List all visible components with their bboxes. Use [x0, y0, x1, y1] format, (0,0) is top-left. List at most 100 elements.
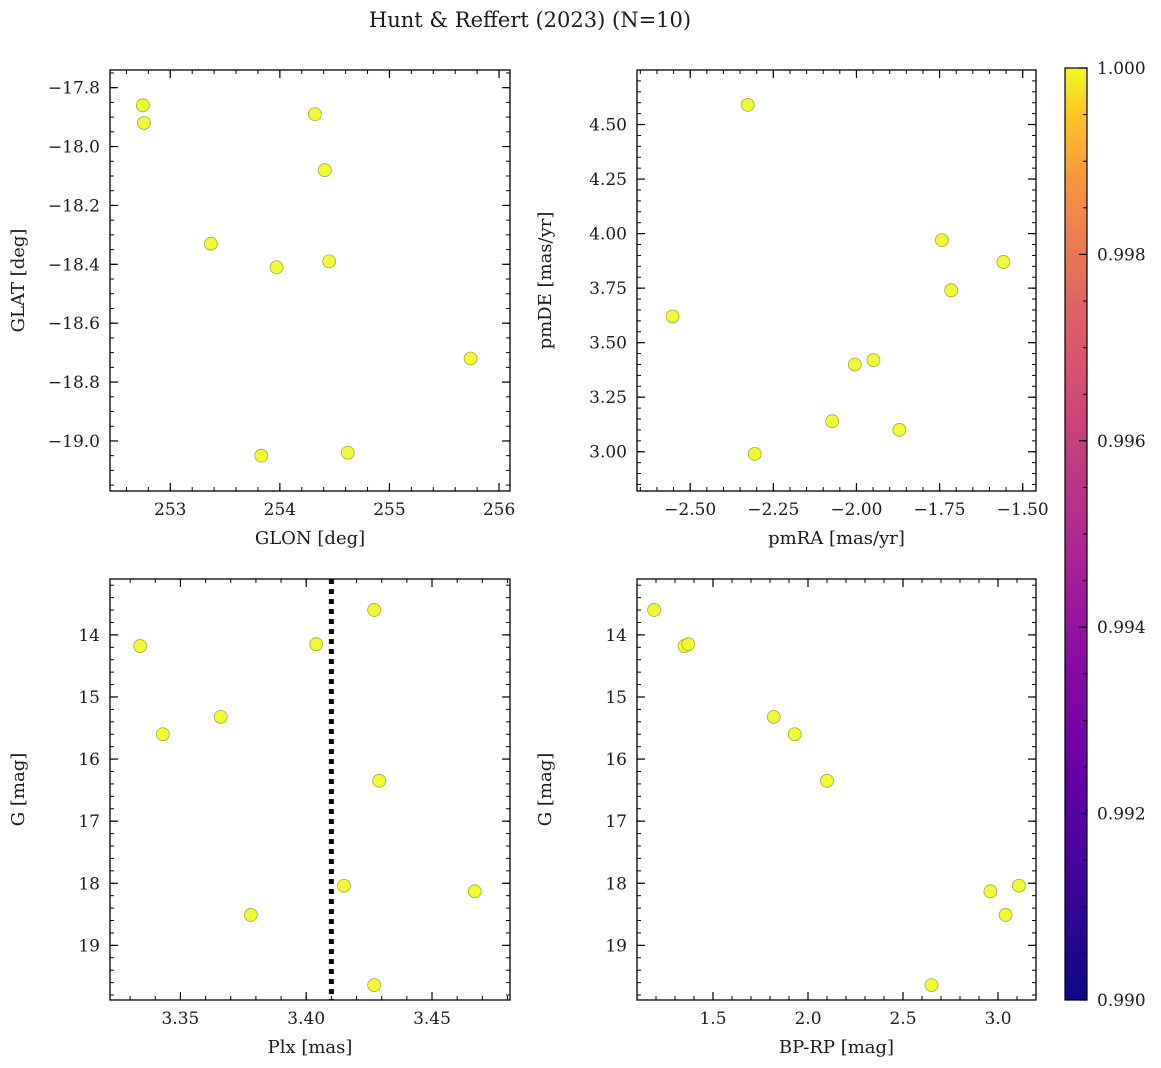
y-tick-label: −18.4 — [48, 255, 100, 275]
y-tick-label: 15 — [78, 688, 100, 708]
data-point — [1012, 878, 1026, 893]
y-tick-label: 14 — [78, 626, 100, 646]
x-axis-label: BP-RP [mag] — [779, 1037, 894, 1058]
data-point — [308, 107, 322, 122]
data-point — [825, 414, 840, 429]
y-axis-label: G [mag] — [535, 753, 556, 826]
y-tick-label: 14 — [605, 626, 627, 646]
data-point — [367, 978, 382, 992]
colorbar-tick-label: 0.996 — [1097, 432, 1146, 452]
x-tick-label: −2.50 — [664, 500, 716, 520]
y-tick-label: 15 — [605, 688, 627, 708]
data-point — [155, 727, 170, 742]
x-axis-label: pmRA [mas/yr] — [768, 528, 905, 549]
data-point — [820, 773, 834, 788]
y-axis-label: pmDE [mas/yr] — [535, 212, 556, 350]
colorbar-tick-label: 0.994 — [1097, 618, 1146, 638]
y-tick-label: 17 — [78, 812, 100, 832]
x-tick-label: 254 — [264, 500, 296, 520]
colorbar-tick-label: 0.998 — [1097, 245, 1146, 265]
y-tick-label: −18.6 — [48, 314, 100, 334]
colorbar-tick-label: 1.000 — [1097, 59, 1146, 79]
y-tick-label: 4.25 — [589, 170, 627, 190]
y-tick-label: 19 — [605, 936, 627, 956]
data-point — [367, 603, 382, 617]
x-tick-label: −2.25 — [747, 500, 799, 520]
x-tick-label: −2.00 — [830, 500, 882, 520]
colorbar: 0.990 0.992 0.994 0.996 0.998 1.000 — [1064, 59, 1146, 1011]
data-point — [133, 639, 148, 653]
y-axis-label: GLAT [deg] — [8, 229, 29, 333]
panel-glon-glat: 253 254 255 256 −17.8 −18.0 −18.2 −18.4 −18.6 −18… — [8, 69, 515, 549]
data-point — [372, 773, 387, 788]
data-point — [322, 254, 337, 269]
y-tick-label: −19.0 — [48, 432, 100, 452]
panel-plx-g: 3.35 3.40 3.45 14 15 16 17 18 19 Plx [mas] G [mag] — [8, 578, 511, 1058]
y-tick-label: 3.00 — [589, 443, 627, 463]
data-point — [340, 445, 355, 460]
figure-title: Hunt & Reffert (2023) (N=10) — [369, 8, 691, 32]
y-axis-label: G [mag] — [8, 753, 29, 826]
x-tick-label: −1.75 — [914, 500, 966, 520]
x-tick-label: 3.0 — [984, 1009, 1011, 1029]
data-point — [135, 98, 150, 113]
panels: 253 254 255 256 −17.8 −18.0 −18.2 −18.4 −18.6 −18… — [8, 69, 1049, 1058]
x-tick-label: 256 — [483, 500, 515, 520]
data-point — [463, 351, 478, 366]
data-point — [317, 163, 332, 177]
data-point — [998, 908, 1013, 922]
x-tick-label: 2.0 — [794, 1009, 821, 1029]
data-point — [213, 709, 228, 724]
x-tick-label: 253 — [154, 500, 186, 520]
y-tick-label: 18 — [605, 874, 627, 894]
panel-pmra-pmde: −2.50 −2.25 −2.00 −1.75 −1.50 3.00 3.25 3.50 3.7… — [535, 69, 1049, 549]
y-tick-label: 19 — [78, 936, 100, 956]
data-point — [254, 448, 269, 463]
data-point — [203, 236, 218, 251]
y-tick-label: 16 — [78, 750, 100, 770]
data-point — [983, 884, 998, 899]
y-tick-label: 17 — [605, 812, 627, 832]
data-point — [766, 709, 781, 724]
data-point — [665, 309, 680, 324]
data-point — [866, 353, 881, 368]
data-point — [996, 255, 1011, 269]
data-point — [847, 357, 862, 372]
colorbar-tick-label: 0.990 — [1097, 991, 1146, 1011]
x-tick-label: 2.5 — [889, 1009, 916, 1029]
axes-frame — [109, 69, 511, 492]
y-tick-label: 4.50 — [589, 116, 627, 136]
data-point — [944, 283, 959, 298]
x-tick-label: 3.40 — [287, 1009, 325, 1029]
y-tick-label: 3.25 — [589, 388, 627, 408]
x-tick-label: 3.45 — [413, 1009, 451, 1029]
x-tick-label: 3.35 — [162, 1009, 200, 1029]
y-tick-label: −18.0 — [48, 138, 100, 158]
y-tick-label: 3.50 — [589, 334, 627, 354]
x-tick-label: −1.50 — [997, 500, 1049, 520]
y-tick-label: 16 — [605, 750, 627, 770]
data-point — [681, 637, 696, 652]
x-tick-label: 1.5 — [699, 1009, 726, 1029]
x-tick-label: 255 — [373, 500, 405, 520]
y-tick-label: 3.75 — [589, 279, 627, 299]
data-point — [787, 727, 802, 742]
data-point — [647, 603, 661, 617]
x-axis-label: Plx [mas] — [268, 1037, 353, 1058]
axes-frame — [109, 578, 511, 1001]
data-point — [935, 233, 949, 248]
axes-frame — [636, 69, 1037, 492]
y-tick-label: 18 — [78, 874, 100, 894]
data-point — [337, 878, 351, 893]
x-axis-label: GLON [deg] — [255, 528, 365, 549]
y-tick-label: −18.8 — [48, 373, 100, 393]
data-point — [467, 884, 482, 899]
y-tick-label: −17.8 — [48, 79, 100, 99]
data-point — [740, 98, 755, 112]
data-point — [309, 637, 324, 652]
data-point — [243, 908, 258, 922]
panel-bprp-g: 1.5 2.0 2.5 3.0 14 15 16 17 18 19 BP-RP [mag] G [ma… — [535, 578, 1037, 1058]
data-point — [892, 423, 907, 437]
data-point — [269, 260, 284, 275]
